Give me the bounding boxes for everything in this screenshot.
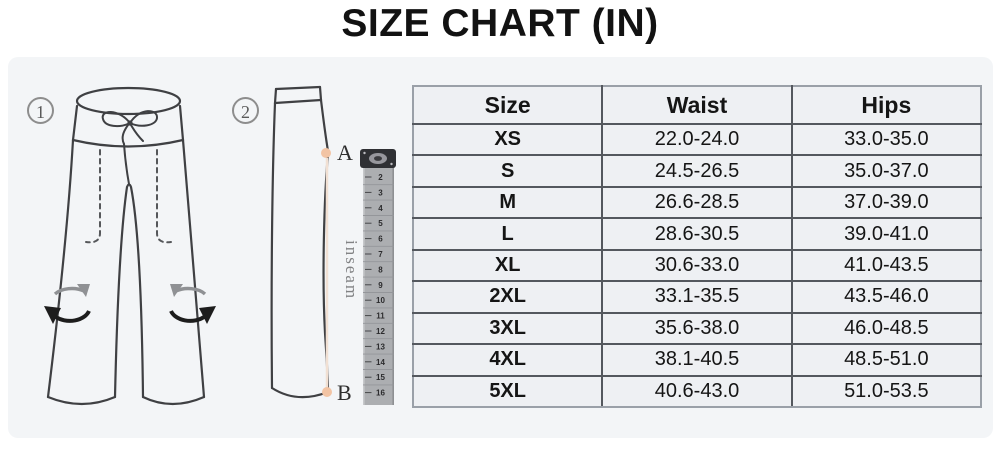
ruler-number: 6 [378,235,383,244]
drawstring-bow [101,110,158,185]
size-cell: XS [411,122,604,157]
ruler-number: 10 [376,296,385,305]
table-row: 4XL 38.1-40.5 48.5-51.0 [411,343,983,377]
range-cell: 39.0-41.0 [790,217,983,251]
ruler-number: 14 [376,358,385,367]
range-cell: 38.1-40.5 [601,343,793,377]
table-row: XL 30.6-33.0 41.0-43.5 [411,248,983,283]
ruler-number: 16 [376,389,385,398]
range-cell: 51.0-53.5 [790,374,983,408]
range-cell: 28.6-30.5 [601,217,793,251]
table-row: M 26.6-28.5 37.0-39.0 [411,185,983,220]
range-cell: 24.5-26.5 [601,154,793,188]
size-cell: 2XL [411,280,604,314]
ruler-number: 2 [378,173,383,182]
pants-front-illustration [44,86,216,406]
ruler-number: 11 [376,312,385,321]
ruler-number: 12 [376,327,385,336]
size-cell: XL [411,248,604,283]
point-a-label: A [337,140,353,165]
col-header-size: Size [411,85,604,125]
ruler-number: 3 [378,188,383,197]
range-cell: 30.6-33.0 [601,248,793,283]
size-cell: 3XL [411,311,604,346]
ruler-number: 7 [378,250,383,259]
range-cell: 37.0-39.0 [790,185,983,220]
page-title: SIZE CHART (IN) [341,2,659,45]
figure-2-badge: 2 [232,97,259,124]
point-a-dot [321,148,331,158]
size-cell: 5XL [411,374,604,408]
ruler-number: 8 [378,265,383,274]
point-b-label: B [337,380,352,405]
pants-side-illustration: A B inseam 2 3 4 5 6 7 8 9 10 11 12 13 14 15 16 [270,85,396,405]
range-cell: 46.0-48.5 [790,311,983,346]
col-header-hips: Hips [790,85,983,125]
size-cell: M [411,185,604,220]
size-cell: L [411,217,604,251]
ruler-number: 5 [378,219,383,228]
size-chart-header: Size Waist Hips [411,85,983,125]
ruler-number: 9 [378,281,383,290]
range-cell: 33.0-35.0 [790,122,983,157]
ruler-number: 15 [376,373,385,382]
ruler-number: 4 [378,204,383,213]
table-row: S 24.5-26.5 35.0-37.0 [411,154,983,188]
ruler-cap [360,149,396,168]
table-row: 2XL 33.1-35.5 43.5-46.0 [411,280,983,314]
pants-front-outline [46,86,206,406]
table-row: 5XL 40.6-43.0 51.0-53.5 [411,374,983,408]
range-cell: 35.6-38.0 [601,311,793,346]
col-header-waist: Waist [601,85,793,125]
ruler-number: 13 [376,342,385,351]
range-cell: 43.5-46.0 [790,280,983,314]
size-chart-body: XS 22.0-24.0 33.0-35.0 S 24.5-26.5 35.0-37.0 M… [411,122,983,408]
pocket-stitch-lines [85,149,172,244]
size-cell: 4XL [411,343,604,377]
range-cell: 48.5-51.0 [790,343,983,377]
size-chart-table: Size Waist Hips XS 22.0-24.0 33.0-35.0 S 24.… [411,85,983,408]
roll-rotate-icon-left [44,284,91,324]
inseam-label: inseam [342,240,361,300]
table-row: L 28.6-30.5 39.0-41.0 [411,217,983,251]
figure-1-badge: 1 [27,97,54,124]
roll-rotate-icon-right [169,284,216,324]
range-cell: 35.0-37.0 [790,154,983,188]
point-b-dot [322,387,332,397]
table-row: XS 22.0-24.0 33.0-35.0 [411,122,983,157]
pants-side-outline [270,85,330,399]
range-cell: 22.0-24.0 [601,122,793,157]
range-cell: 33.1-35.5 [601,280,793,314]
range-cell: 26.6-28.5 [601,185,793,220]
range-cell: 41.0-43.5 [790,248,983,283]
ruler: 2 3 4 5 6 7 8 9 10 11 12 13 14 15 16 [360,149,396,405]
size-cell: S [411,154,604,188]
header-row: Size Waist Hips [411,85,983,125]
table-row: 3XL 35.6-38.0 46.0-48.5 [411,311,983,346]
range-cell: 40.6-43.0 [601,374,793,408]
ruler-scale: 2 3 4 5 6 7 8 9 10 11 12 13 14 15 16 [363,173,394,398]
